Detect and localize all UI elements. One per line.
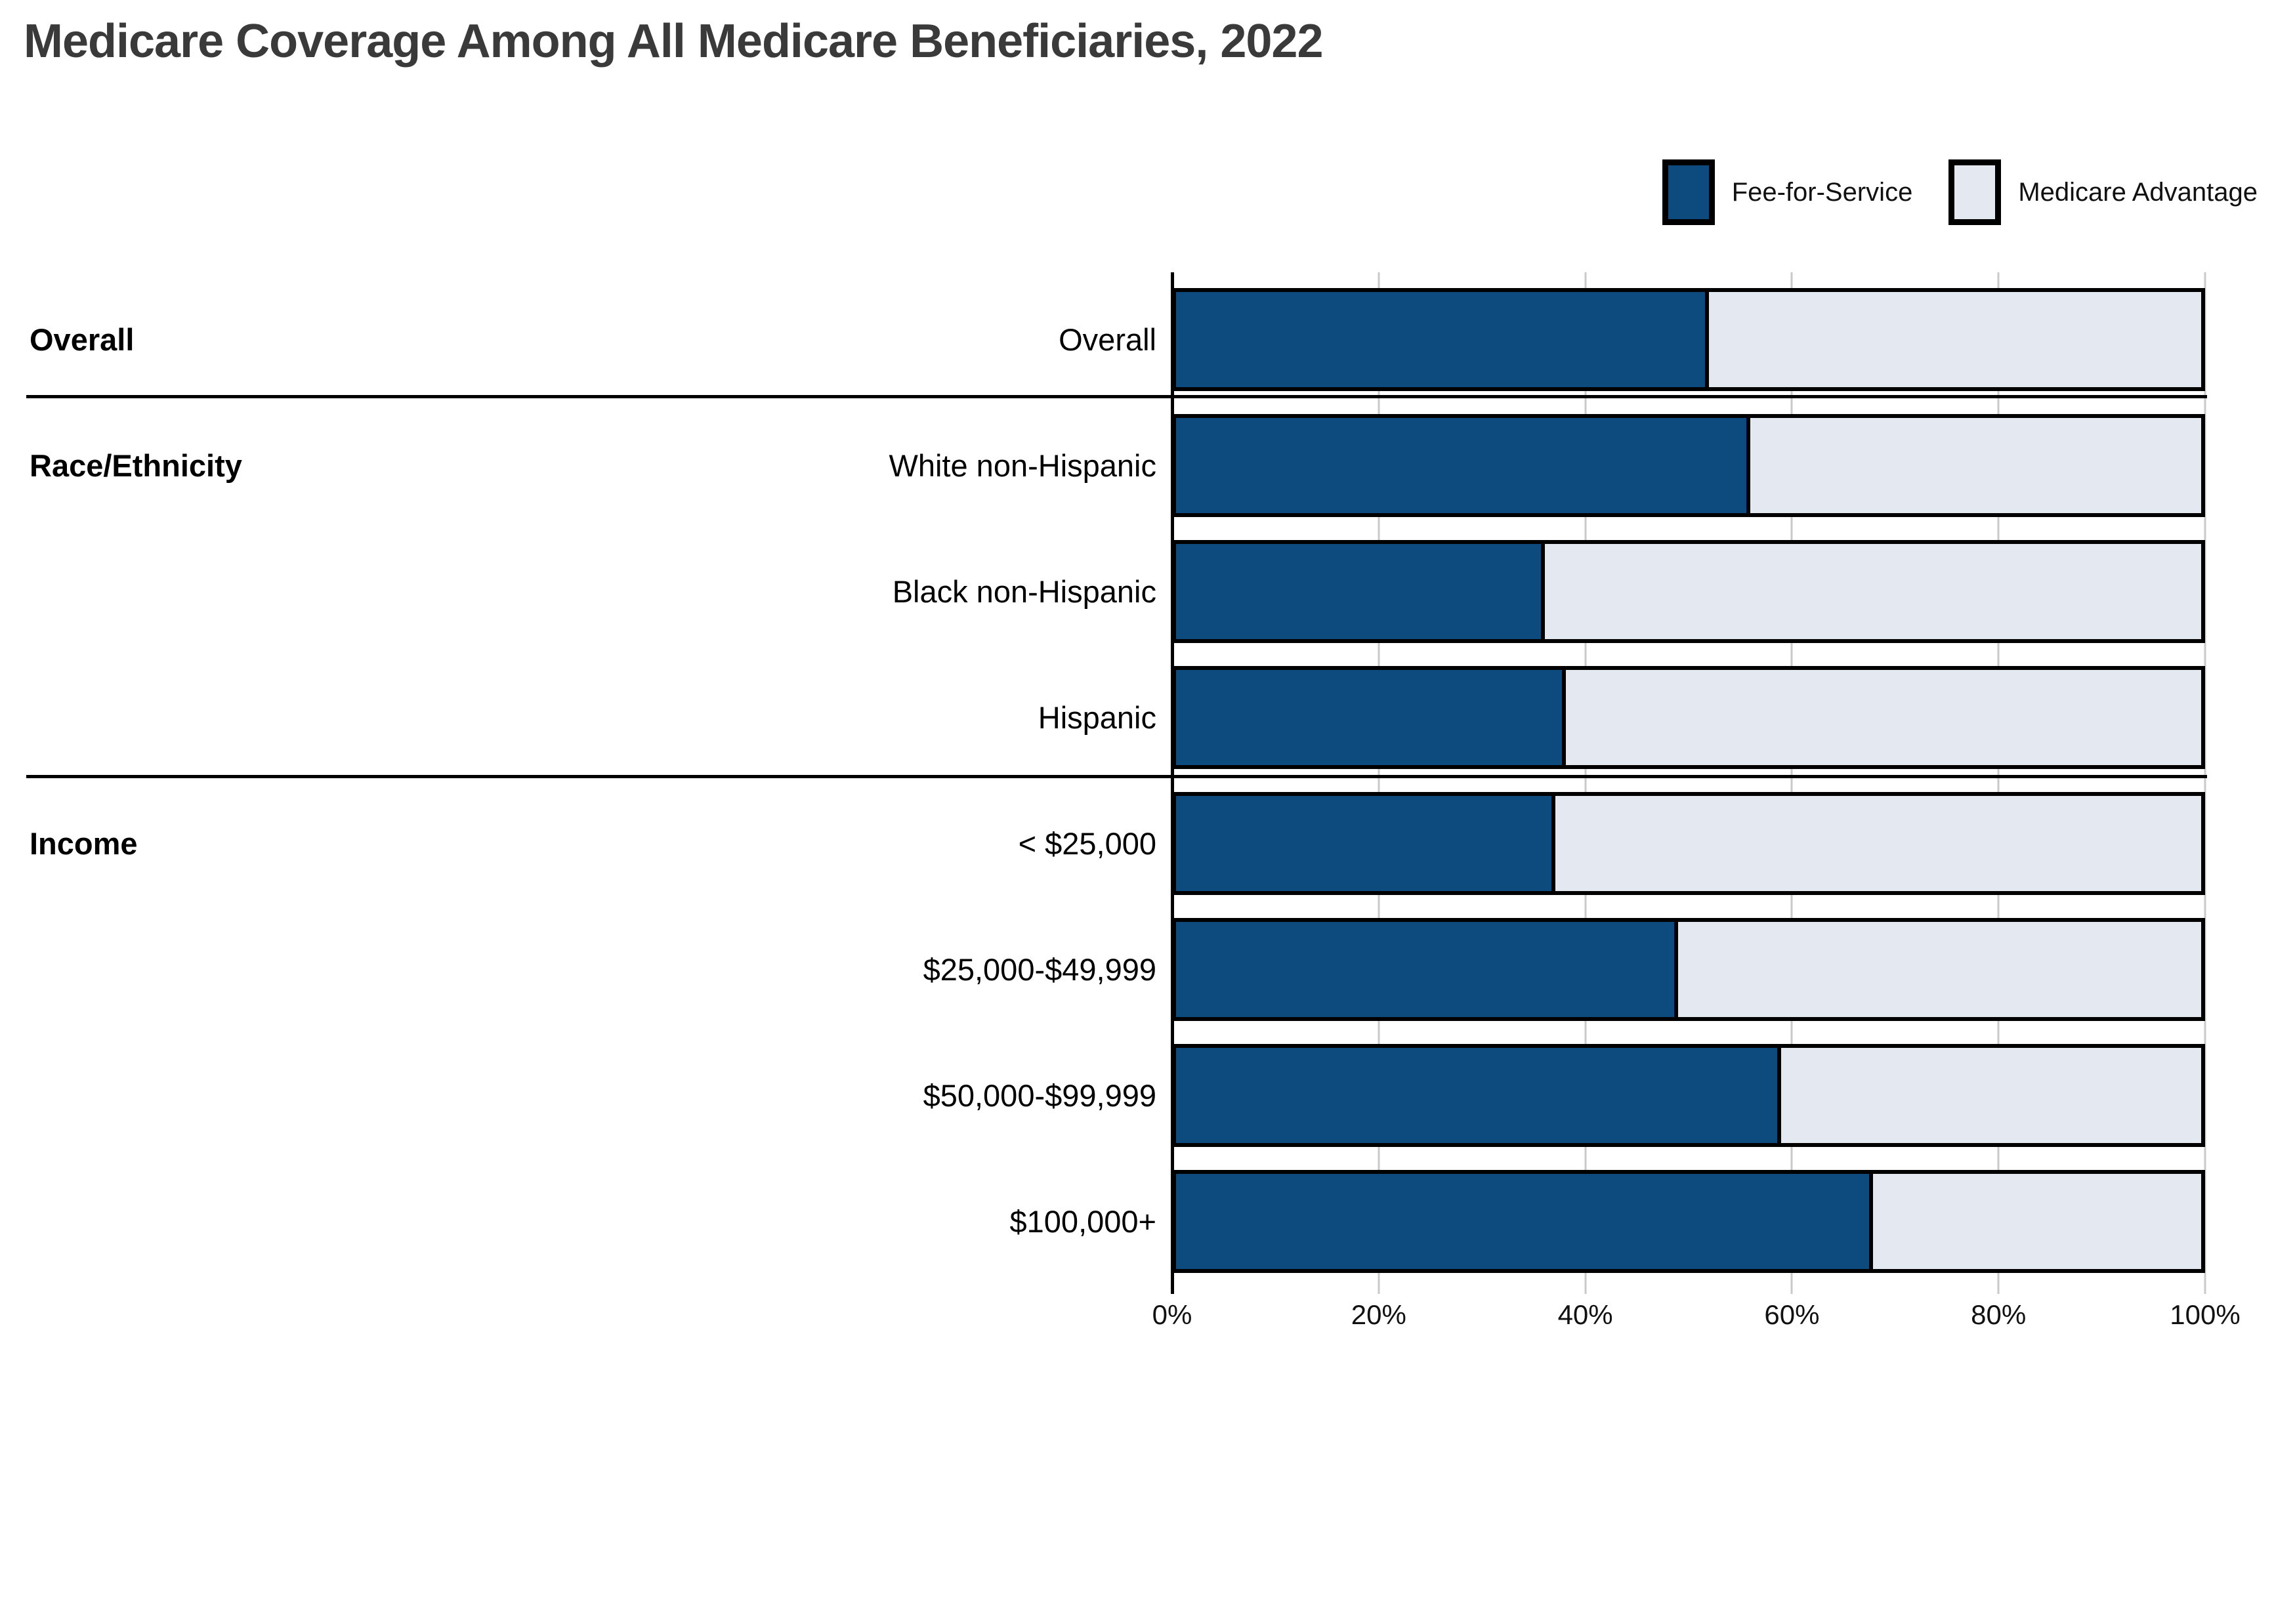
- chart-title: Medicare Coverage Among All Medicare Ben…: [24, 15, 1324, 68]
- row-label: Hispanic: [1038, 700, 1156, 735]
- bar-segment-fee-for-service: [1176, 796, 1555, 891]
- section-label: Overall: [30, 322, 135, 357]
- gridline: [1997, 272, 2000, 1294]
- fee-for-service-swatch-icon: [1662, 159, 1715, 225]
- row-label: Black non-Hispanic: [892, 574, 1156, 609]
- axis-tick-label: 0%: [1152, 1299, 1192, 1330]
- axis-tick-label: 60%: [1764, 1299, 1820, 1330]
- gridline: [1584, 272, 1587, 1294]
- bar-segment-medicare-advantage: [1555, 796, 2201, 891]
- bar-segment-fee-for-service: [1176, 670, 1566, 765]
- chart-row: Race/Ethnicity White non-Hispanic: [0, 414, 2274, 540]
- bar-segment-medicare-advantage: [1750, 418, 2201, 513]
- chart-row: Black non-Hispanic: [0, 540, 2274, 666]
- row-label: Overall: [1059, 322, 1156, 357]
- bar-segment-medicare-advantage: [1545, 544, 2201, 639]
- axis-tick-label: 40%: [1557, 1299, 1613, 1330]
- stacked-bar: [1172, 288, 2205, 391]
- chart-row: $100,000+: [0, 1170, 2274, 1296]
- row-label: $100,000+: [1009, 1204, 1156, 1239]
- bar-segment-fee-for-service: [1176, 1048, 1781, 1143]
- stacked-bar: [1172, 792, 2205, 895]
- gridline: [1790, 272, 1793, 1294]
- stacked-bar: [1172, 1170, 2205, 1273]
- axis-tick-label: 100%: [2170, 1299, 2241, 1330]
- bar-segment-medicare-advantage: [1678, 922, 2201, 1017]
- medicare-advantage-swatch-icon: [1948, 159, 2002, 225]
- y-axis-line: [1171, 272, 1174, 1294]
- stacked-bar: [1172, 540, 2205, 643]
- plot-area: 0% 20% 40% 60% 80% 100%: [1152, 272, 2241, 1330]
- section-divider: [26, 775, 2207, 778]
- row-label: $25,000-$49,999: [923, 952, 1156, 987]
- bar-segment-fee-for-service: [1176, 1174, 1874, 1269]
- bar-segment-medicare-advantage: [1780, 1048, 2201, 1143]
- row-label: < $25,000: [1018, 826, 1156, 861]
- bar-segment-fee-for-service: [1176, 292, 1710, 387]
- legend-label: Medicare Advantage: [2018, 177, 2258, 207]
- bar-segment-fee-for-service: [1176, 544, 1546, 639]
- axis-tick-label: 80%: [1971, 1299, 2027, 1330]
- row-label: White non-Hispanic: [889, 448, 1156, 483]
- legend: Fee-for-Service Medicare Advantage: [1662, 159, 2258, 225]
- section-label: Race/Ethnicity: [30, 448, 242, 483]
- gridline: [1378, 272, 1380, 1294]
- chart-row: $25,000-$49,999: [0, 918, 2274, 1044]
- legend-label: Fee-for-Service: [1731, 177, 1913, 207]
- stacked-bar: [1172, 414, 2205, 517]
- legend-item-medicare-advantage: Medicare Advantage: [1948, 159, 2258, 225]
- axis-tick-label: 20%: [1351, 1299, 1406, 1330]
- gridline: [2204, 272, 2206, 1294]
- chart-row: Overall Overall: [0, 288, 2274, 414]
- stacked-bar: [1172, 666, 2205, 769]
- bar-segment-fee-for-service: [1176, 922, 1679, 1017]
- row-label: $50,000-$99,999: [923, 1078, 1156, 1113]
- bar-segment-medicare-advantage: [1565, 670, 2201, 765]
- bar-rows: Overall Overall Race/Ethnicity White non-Hi…: [0, 288, 2274, 1296]
- chart-row: Hispanic: [0, 666, 2274, 792]
- bar-segment-fee-for-service: [1176, 418, 1750, 513]
- stacked-bar: [1172, 1044, 2205, 1147]
- section-divider: [26, 395, 2207, 398]
- section-label: Income: [30, 826, 138, 861]
- bar-segment-medicare-advantage: [1709, 292, 2201, 387]
- bar-segment-medicare-advantage: [1873, 1174, 2201, 1269]
- stacked-bar: [1172, 918, 2205, 1021]
- legend-item-fee-for-service: Fee-for-Service: [1662, 159, 1913, 225]
- chart-row: $50,000-$99,999: [0, 1044, 2274, 1170]
- chart-row: Income < $25,000: [0, 792, 2274, 918]
